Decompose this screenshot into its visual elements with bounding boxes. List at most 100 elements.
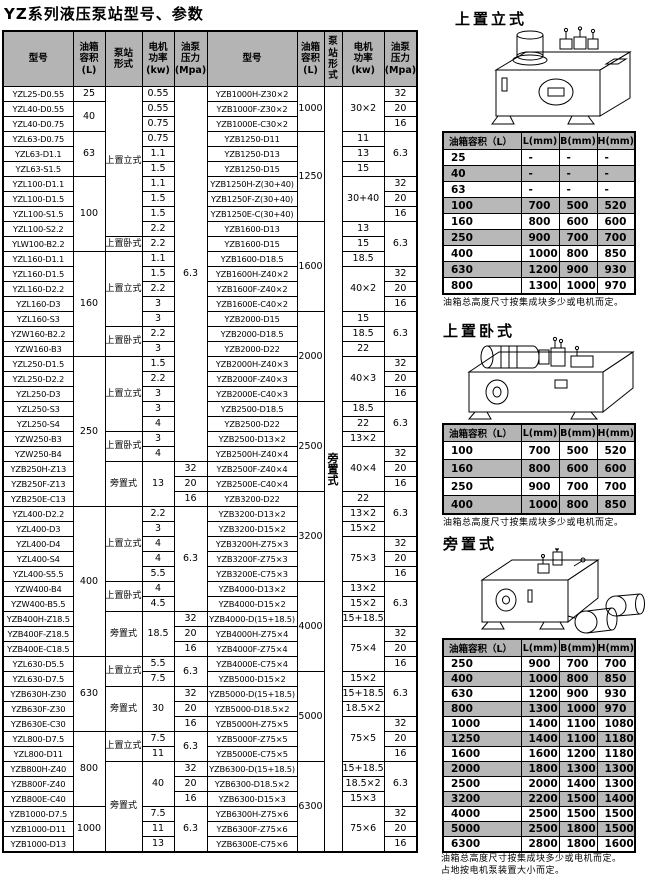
power-cell: 15+18.5: [341, 686, 385, 702]
table-row: YZL400-D2.2 400 上置立式 2.2 6.3 YZB3200-D13×2 13×…: [2, 506, 417, 657]
capacity-cell: 400: [442, 495, 522, 515]
model-cell: YZL25-D0.55: [2, 86, 74, 102]
model-cell: YZB4000F-Z75×4: [206, 641, 298, 657]
pressure-cell: 6.3: [383, 221, 418, 267]
dimension-cell: 850: [596, 495, 636, 515]
power-cell: 13: [141, 461, 175, 507]
table-row: 1000 1400 1100 1080: [442, 716, 636, 732]
table-row: YZL250-S3 3 YZB2500-D18.5 2500 18.5 6.3: [2, 401, 418, 492]
pressure-cell: 32: [383, 806, 418, 822]
model-cell: YZW250-B3: [2, 431, 74, 447]
capacity-cell: 6300: [296, 761, 325, 853]
table-row: YZB630F-Z30 20 YZB5000-D18.5×2 18.5×2: [2, 701, 417, 717]
form-cell: 上置卧式: [104, 236, 143, 252]
table-row: 400 1000 800 850: [442, 245, 636, 262]
dimension-cell: 800: [558, 245, 598, 262]
capacity-cell: 25: [442, 149, 522, 166]
pressure-cell: 20: [383, 821, 418, 837]
dimension-cell: 700: [596, 229, 636, 246]
dimension-cell: 1600: [596, 836, 636, 853]
model-cell: YZW160-B3: [2, 341, 74, 357]
dimension-cell: 600: [558, 213, 598, 230]
dimension-cell: 1180: [596, 731, 636, 747]
col-header-pressure: 油泵 压力 (Mpa): [173, 30, 208, 87]
model-cell: YZB1600H-Z40×2: [206, 266, 298, 282]
power-cell: 3: [141, 311, 175, 327]
power-cell: 0.75: [141, 131, 175, 147]
pressure-cell: 6.3: [173, 731, 208, 762]
capacity-cell: 1250: [442, 731, 522, 747]
model-cell: YZL800-D11: [2, 746, 74, 762]
dimension-cell: 1600: [520, 746, 560, 762]
model-cell: YZB1000-D13: [2, 836, 74, 853]
power-cell: 40: [141, 761, 175, 807]
dimension-cell: -: [520, 181, 560, 198]
model-cell: YZL250-D2.2: [2, 371, 74, 387]
base-feet: [491, 115, 595, 125]
power-cell: 1.5: [141, 161, 175, 177]
dimension-cell: 1000: [558, 277, 598, 295]
note-line: 油箱总高度尺寸按集成块多少或电机而定。: [443, 518, 624, 528]
model-cell: YZB5000F-Z75×5: [206, 731, 298, 747]
port: [554, 379, 568, 389]
dimension-cell: 800: [520, 459, 560, 478]
table-row: YZB400E-C18.5 16 YZB4000F-Z75×4 20: [2, 641, 418, 657]
dimension-cell: 1300: [558, 761, 598, 777]
power-cell: 75×3: [341, 536, 385, 582]
pressure-cell: 20: [383, 101, 418, 117]
model-cell: YZB4000-D(15+18.5): [206, 611, 298, 627]
table-row: YZL100-D1.1 100 1.1 YZB1250H-Z(30+40) 30+40 3…: [2, 176, 418, 252]
pressure-cell: 20: [383, 551, 418, 567]
capacity-cell: 40: [442, 165, 522, 182]
capacity-cell: 1250: [296, 131, 325, 222]
dimension-cell: 930: [596, 261, 636, 278]
capacity-cell: 4000: [442, 806, 522, 822]
pressure-cell: 20: [173, 776, 208, 792]
dimension-cell: 900: [558, 261, 598, 278]
note-line: 占地按电机泵装置大小而定。: [441, 866, 565, 876]
power-cell: 5.5: [141, 656, 175, 672]
model-cell: YZB2000F-Z40×3: [206, 371, 298, 387]
power-cell: 13×2: [341, 431, 385, 447]
dimension-cell: 500: [558, 441, 598, 460]
model-cell: YZL400-D3: [2, 521, 74, 537]
pressure-cell: 32: [383, 266, 418, 282]
table-row: YZL630-D5.5 630 上置立式 5.5 6.3 YZB4000E-C75×4 16: [2, 656, 418, 732]
model-cell: YZW160-B2.2: [2, 326, 74, 342]
dim-col-header: L(mm): [520, 638, 560, 657]
pump-valve-icon: [538, 336, 594, 368]
model-cell: YZL800-D7.5: [2, 731, 74, 747]
capacity-cell: 5000: [442, 821, 522, 837]
power-cell: 18.5×2: [341, 776, 385, 792]
table-row: 400 1000 800 850: [442, 495, 636, 515]
capacity-cell: 6300: [442, 836, 522, 853]
section-title-vertical: 上置立式: [455, 10, 528, 28]
table-row: YZL63-S1.5 1.5 YZB1250-D15 15: [2, 161, 417, 177]
valve-block-icon: [537, 548, 586, 574]
model-cell: YZB1250H-Z(30+40): [206, 176, 298, 192]
power-cell: 1.1: [141, 251, 175, 267]
base-feet: [467, 411, 599, 420]
model-cell: YZB5000-D18.5×2: [206, 701, 298, 717]
model-cell: YZL160-D1.5: [2, 266, 74, 282]
col-header-power: 电机 功率 (kw): [341, 30, 385, 87]
dimension-cell: 850: [596, 671, 636, 687]
capacity-cell: 160: [72, 251, 106, 357]
pressure-cell: 32: [383, 86, 418, 102]
table-row: 630 1200 900 930: [442, 686, 636, 702]
model-cell: YZL400-D4: [2, 536, 74, 552]
power-cell: 4: [141, 581, 175, 597]
form-cell: 上置立式: [104, 356, 143, 432]
model-cell: YZB1000H-Z30×2: [206, 86, 298, 102]
capacity-cell: 1000: [72, 806, 106, 853]
level-gauge: [527, 589, 533, 603]
table-row: YZB1000-D11 11 YZB6300F-Z75×6 20: [2, 821, 418, 837]
form-cell: 上置卧式: [104, 326, 143, 357]
pressure-cell: 16: [383, 746, 418, 762]
pressure-cell: 6.3: [383, 401, 418, 447]
model-cell: YZB2000-D18.5: [206, 326, 298, 342]
dimension-cell: -: [558, 149, 598, 166]
model-cell: YZL100-D1.5: [2, 191, 74, 207]
dimension-cell: 1800: [558, 821, 598, 837]
